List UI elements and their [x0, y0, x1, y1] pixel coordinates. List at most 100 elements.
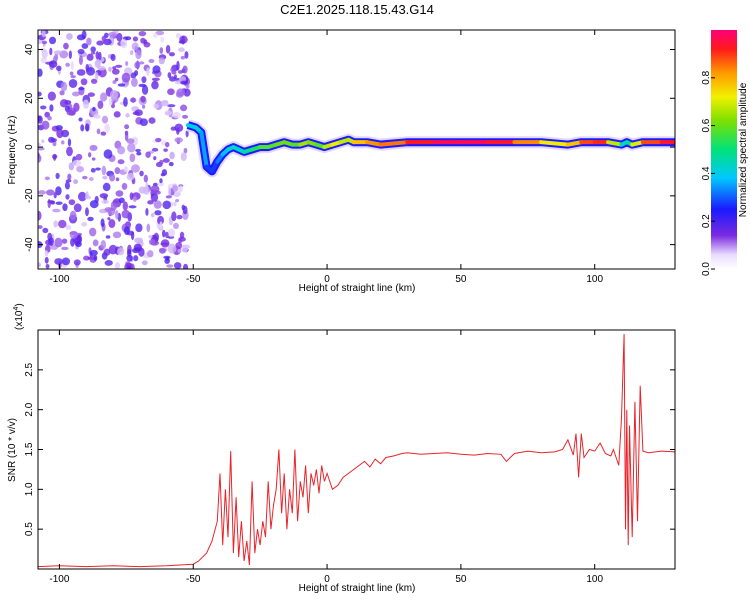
- noise-blob: [165, 44, 171, 54]
- noise-blob: [121, 72, 131, 83]
- noise-blob: [178, 40, 185, 44]
- noise-blob: [89, 144, 98, 152]
- noise-blob: [101, 115, 109, 124]
- noise-blob: [77, 191, 87, 202]
- noise-blob: [66, 110, 76, 116]
- noise-blob: [131, 77, 138, 87]
- noise-blob: [130, 72, 137, 79]
- noise-blob: [160, 173, 165, 177]
- noise-blob: [125, 113, 130, 118]
- noise-blob: [153, 156, 157, 161]
- noise-blob: [61, 246, 69, 251]
- noise-blob: [58, 219, 67, 229]
- noise-blob: [72, 159, 82, 167]
- noise-blob: [138, 61, 145, 65]
- x-tick-label: -50: [186, 274, 201, 285]
- noise-blob: [150, 192, 159, 202]
- noise-blob: [100, 218, 105, 228]
- noise-blob: [76, 69, 86, 76]
- noise-blob: [104, 123, 111, 133]
- noise-blob: [94, 59, 101, 68]
- noise-blob: [135, 223, 143, 233]
- noise-blob: [183, 147, 188, 154]
- noise-blob: [157, 215, 165, 225]
- noise-blob: [81, 30, 87, 39]
- noise-blob: [87, 216, 94, 222]
- noise-blob: [77, 48, 85, 55]
- spectrogram-marks: [38, 30, 675, 269]
- noise-blob: [47, 200, 55, 204]
- trace-segment: [539, 140, 570, 147]
- noise-blob: [93, 114, 101, 119]
- noise-blob: [108, 219, 116, 229]
- noise-blob: [67, 138, 72, 147]
- noise-blob: [184, 51, 189, 59]
- noise-blob: [82, 175, 88, 180]
- noise-blob: [133, 243, 142, 252]
- noise-blob: [162, 200, 171, 210]
- noise-blob: [61, 257, 71, 266]
- noise-blob: [121, 182, 128, 190]
- noise-blob: [159, 178, 163, 184]
- noise-blob: [124, 81, 129, 86]
- noise-blob: [108, 97, 113, 106]
- noise-blob: [90, 78, 98, 84]
- noise-blob: [168, 186, 172, 197]
- noise-blob: [90, 168, 96, 173]
- x-tick-label: 100: [586, 574, 603, 585]
- noise-blob: [54, 237, 63, 248]
- noise-blob: [104, 259, 113, 266]
- noise-blob: [145, 151, 151, 158]
- noise-blob: [176, 214, 183, 220]
- noise-blob: [113, 111, 121, 118]
- noise-blob: [145, 207, 149, 216]
- noise-blob: [167, 72, 172, 79]
- noise-blob: [50, 138, 57, 142]
- y-tick-label: 1.5: [24, 442, 35, 456]
- noise-blob: [146, 67, 150, 76]
- noise-blob: [49, 36, 57, 45]
- noise-blob: [103, 149, 113, 159]
- noise-blob: [68, 50, 72, 59]
- noise-blob: [59, 99, 69, 108]
- noise-blob: [165, 256, 170, 261]
- noise-blob: [174, 137, 184, 143]
- noise-blob: [157, 181, 165, 187]
- noise-blob: [159, 221, 163, 230]
- trace-segment: [199, 130, 209, 169]
- y-tick-label: 2.0: [24, 402, 35, 416]
- noise-blob: [102, 182, 111, 192]
- y-tick-label: 40: [24, 44, 35, 56]
- trace-segment: [565, 140, 584, 147]
- noise-blob: [112, 80, 117, 84]
- noise-blob: [102, 175, 108, 180]
- noise-blob: [155, 137, 162, 143]
- noise-blob: [183, 263, 189, 269]
- noise-blob: [123, 226, 130, 236]
- snr-frame: [37, 329, 676, 570]
- noise-blob: [148, 238, 156, 245]
- noise-blob: [140, 95, 146, 103]
- noise-blob: [100, 239, 107, 250]
- noise-blob: [93, 254, 98, 262]
- noise-blob: [67, 173, 72, 181]
- snr-x-ticks: -100 -50 0 50 100: [49, 330, 603, 585]
- noise-blob: [56, 65, 62, 72]
- noise-blob: [38, 262, 42, 268]
- noise-blob: [147, 200, 154, 205]
- noise-blob: [126, 172, 135, 181]
- noise-blob: [180, 152, 187, 162]
- y-tick-label: 20: [24, 92, 35, 104]
- noise-blob: [52, 208, 61, 213]
- noise-blob: [150, 212, 155, 218]
- noise-blob: [92, 106, 96, 112]
- noise-blob: [148, 234, 153, 239]
- noise-blob: [136, 151, 142, 156]
- noise-blob: [171, 70, 177, 75]
- noise-blob: [162, 158, 170, 163]
- noise-blob: [92, 239, 99, 247]
- noise-blob: [177, 70, 183, 74]
- noise-blob: [42, 227, 49, 234]
- snr-multiplier: (x104): [13, 303, 25, 330]
